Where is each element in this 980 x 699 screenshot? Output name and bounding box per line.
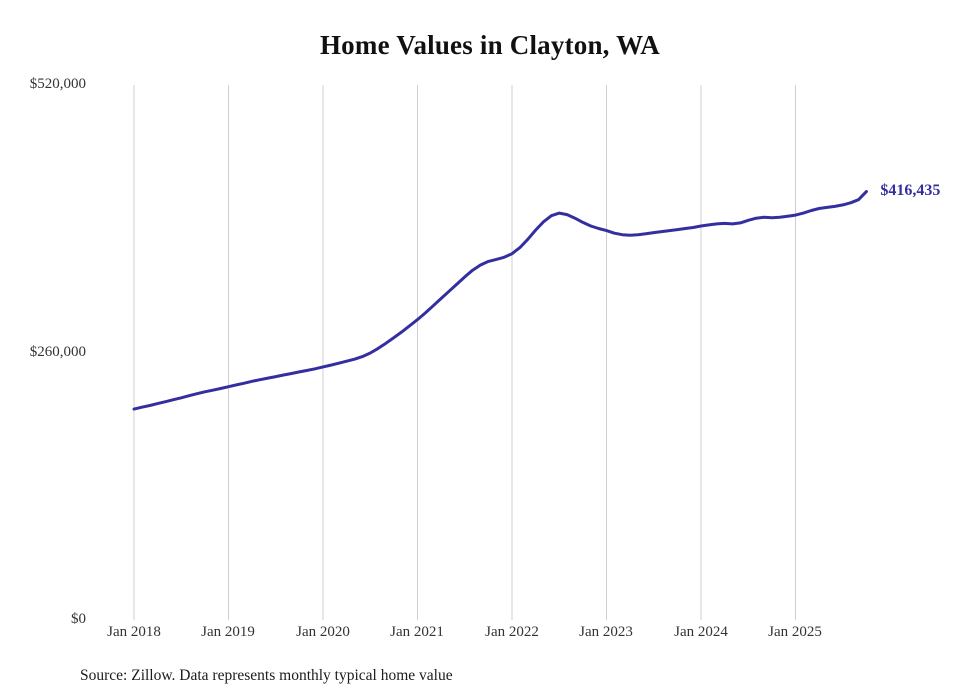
x-axis-tick-2019: Jan 2019 xyxy=(201,624,255,640)
y-axis-tick-520k: $520,000 xyxy=(29,76,86,92)
x-axis-tick-2025: Jan 2025 xyxy=(768,624,822,640)
y-axis-tick-0: $0 xyxy=(71,611,86,627)
x-axis-tick-2020: Jan 2020 xyxy=(296,624,350,640)
x-axis-tick-2023: Jan 2023 xyxy=(579,624,633,640)
x-axis-tick-2022: Jan 2022 xyxy=(485,624,539,640)
x-axis-tick-2021: Jan 2021 xyxy=(390,624,444,640)
chart-title: Home Values in Clayton, WA xyxy=(319,30,660,60)
latest-value-label: $416,435 xyxy=(880,181,941,199)
x-axis-tick-2018: Jan 2018 xyxy=(107,624,161,640)
y-axis-tick-260k: $260,000 xyxy=(29,344,86,360)
x-axis-tick-2024: Jan 2024 xyxy=(674,624,728,640)
source-note: Source: Zillow. Data represents monthly … xyxy=(80,667,453,684)
